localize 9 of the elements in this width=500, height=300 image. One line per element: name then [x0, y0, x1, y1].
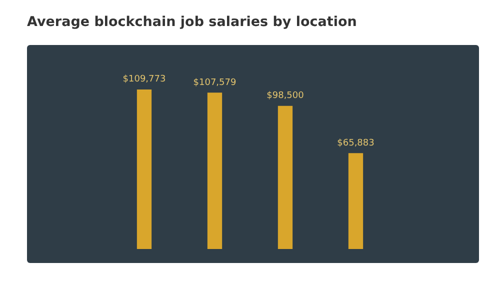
bar [136, 90, 152, 249]
data-label: $107,579 [193, 78, 236, 88]
data-label: $98,500 [266, 91, 304, 102]
data-label: $109,773 [122, 74, 166, 85]
data-label: $65,883 [337, 138, 374, 148]
bar [348, 153, 364, 249]
chart-title: Average blockchain job salaries by location [27, 14, 357, 30]
bar [278, 106, 293, 249]
bar [207, 92, 222, 249]
